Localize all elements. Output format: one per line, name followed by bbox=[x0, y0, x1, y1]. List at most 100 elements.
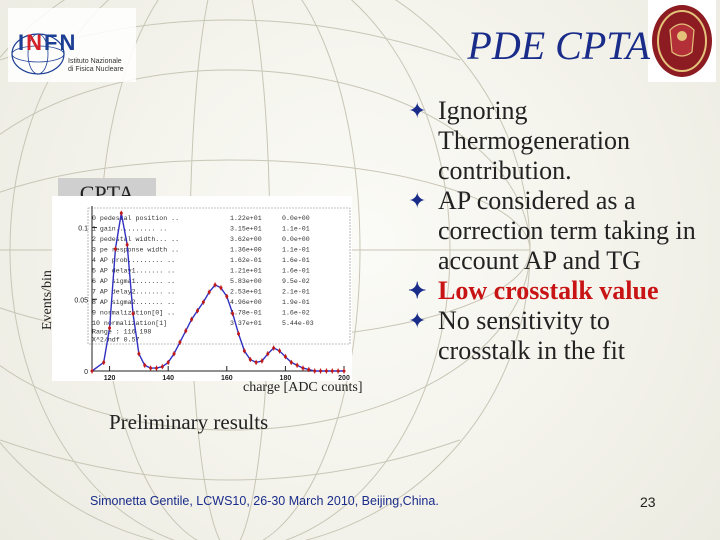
data-point bbox=[219, 286, 223, 290]
fit-stats-box: 0 pedestal position .. 1.22e+01 0.0e+00 1 g… bbox=[87, 207, 351, 345]
infn-subtitle-line-1: Istituto Nazionale bbox=[68, 58, 122, 65]
data-point bbox=[278, 349, 282, 353]
bullet-item-ap-correction: ✦ AP considered as a correction term tak… bbox=[408, 186, 708, 276]
four-point-star-icon: ✦ bbox=[408, 98, 427, 123]
bullet-list: ✦ Ignoring Thermogeneration contribution… bbox=[408, 96, 708, 366]
data-point bbox=[195, 309, 199, 313]
x-tick-label: 200 bbox=[338, 375, 350, 381]
x-axis-label: charge [ADC counts] bbox=[243, 380, 363, 395]
histogram-plot: 0 pedestal position .. 1.22e+01 0.0e+00 1 g… bbox=[52, 196, 352, 381]
stat-parameter-label: 6 AP sigma1....... .. bbox=[92, 278, 175, 285]
fit-range-text: Range : 116 198 bbox=[92, 329, 151, 336]
footer-citation: Simonetta Gentile, LCWS10, 26-30 March 2… bbox=[90, 494, 439, 508]
stat-error: 0.0e+00 bbox=[282, 215, 310, 222]
stat-error: 9.5e-02 bbox=[282, 278, 310, 285]
data-point bbox=[154, 366, 158, 370]
data-point bbox=[260, 359, 264, 363]
data-point bbox=[213, 283, 217, 287]
stat-value: 3.62e+00 bbox=[230, 236, 262, 243]
preliminary-caption: Preliminary results bbox=[109, 410, 269, 434]
stat-error: 2.1e-01 bbox=[282, 289, 310, 296]
plot-axes: 0.1 0.05 0 120 140 160 180 200 bbox=[74, 206, 350, 381]
data-point bbox=[108, 326, 112, 330]
stat-parameter-label: 10 normalization[1] bbox=[92, 320, 167, 327]
y-tick-label: 0.05 bbox=[74, 297, 88, 304]
infn-wordmark: INFN bbox=[18, 30, 77, 56]
four-point-star-icon: ✦ bbox=[408, 308, 427, 333]
data-point bbox=[237, 332, 241, 336]
bullet-text: AP considered as a correction term takin… bbox=[438, 186, 696, 275]
data-point bbox=[342, 369, 346, 373]
infn-subtitle-line-2: di Fisica Nucleare bbox=[68, 66, 124, 73]
stat-value: 2.53e+01 bbox=[230, 289, 262, 296]
infn-logo: INFN Istituto Nazionale di Fisica Nuclea… bbox=[8, 8, 136, 82]
data-point bbox=[137, 352, 141, 356]
data-point bbox=[172, 352, 176, 356]
bullet-item-no-sensitivity: ✦ No sensitivity to crosstalk in the fit bbox=[408, 306, 708, 366]
stat-parameter-label: 0 pedestal position .. bbox=[92, 215, 179, 222]
data-point bbox=[266, 352, 270, 356]
bullet-text: No sensitivity to crosstalk in the fit bbox=[438, 306, 626, 365]
data-point bbox=[330, 369, 334, 373]
fit-chi2-text: X^2/ndf 0.57 bbox=[92, 336, 140, 344]
data-point bbox=[231, 312, 235, 316]
stat-value: 3.15e+01 bbox=[230, 226, 262, 233]
data-point bbox=[283, 355, 287, 359]
x-tick-label: 180 bbox=[280, 375, 292, 381]
data-point bbox=[90, 369, 94, 373]
data-point bbox=[254, 360, 258, 364]
data-point bbox=[143, 363, 147, 367]
data-point bbox=[248, 358, 252, 362]
infn-subtitle: Istituto Nazionale di Fisica Nucleare bbox=[68, 58, 124, 74]
data-point bbox=[319, 369, 323, 373]
stat-value: 1.21e+01 bbox=[230, 268, 262, 275]
stat-parameter-label: 5 AP delay1....... .. bbox=[92, 268, 175, 275]
data-point bbox=[207, 290, 211, 294]
x-tick-label: 120 bbox=[104, 375, 116, 381]
bullet-text: Low crosstalk value bbox=[438, 276, 659, 305]
stat-parameter-label: 4 AP prob......... .. bbox=[92, 257, 175, 264]
stat-error: 1.6e-01 bbox=[282, 268, 310, 275]
bullet-item-thermogeneration: ✦ Ignoring Thermogeneration contribution… bbox=[408, 96, 708, 186]
data-point bbox=[295, 363, 299, 367]
data-point bbox=[184, 329, 188, 333]
data-point bbox=[190, 317, 194, 321]
data-point bbox=[242, 349, 246, 353]
x-tick-label: 160 bbox=[221, 375, 233, 381]
four-point-star-icon: ✦ bbox=[408, 188, 427, 213]
data-point bbox=[149, 366, 153, 370]
stat-error: 1.9e-01 bbox=[282, 299, 310, 306]
data-point bbox=[119, 211, 123, 215]
data-point bbox=[131, 312, 135, 316]
stat-parameter-label: 1 gain.......... .. bbox=[92, 226, 167, 233]
stat-parameter-label: 8 AP sigma2....... .. bbox=[92, 299, 175, 306]
plot-marks bbox=[90, 210, 346, 374]
stat-value: 4.96e+00 bbox=[230, 299, 262, 306]
y-tick-label: 0 bbox=[84, 369, 88, 376]
data-point bbox=[289, 360, 293, 364]
stat-error: 5.44e-03 bbox=[282, 320, 314, 327]
data-point bbox=[272, 346, 276, 350]
infn-letter-2: N bbox=[26, 30, 45, 55]
stat-error: 1.1e-01 bbox=[282, 247, 310, 254]
stat-value: 4.78e-01 bbox=[230, 310, 262, 317]
x-tick-label: 140 bbox=[162, 375, 174, 381]
university-seal-icon bbox=[648, 0, 716, 82]
stat-value: 1.22e+01 bbox=[230, 215, 262, 222]
stat-value: 3.37e+01 bbox=[230, 320, 262, 327]
bullet-item-low-crosstalk: ✦ Low crosstalk value bbox=[408, 276, 708, 306]
infn-letter-1: I bbox=[18, 30, 27, 55]
data-point bbox=[307, 368, 311, 372]
data-point bbox=[160, 365, 164, 369]
stat-value: 5.83e+00 bbox=[230, 278, 262, 285]
stat-error: 1.6e-01 bbox=[282, 257, 310, 264]
four-point-star-icon: ✦ bbox=[408, 278, 427, 303]
stat-error: 1.6e-02 bbox=[282, 310, 310, 317]
stat-parameter-label: 7 AP delay2....... .. bbox=[92, 289, 175, 296]
data-point bbox=[113, 247, 117, 251]
data-point bbox=[225, 294, 229, 298]
data-point bbox=[201, 300, 205, 304]
data-point bbox=[125, 243, 129, 247]
bullet-text: Ignoring Thermogeneration contribution. bbox=[438, 96, 631, 185]
page-number: 23 bbox=[640, 494, 656, 510]
